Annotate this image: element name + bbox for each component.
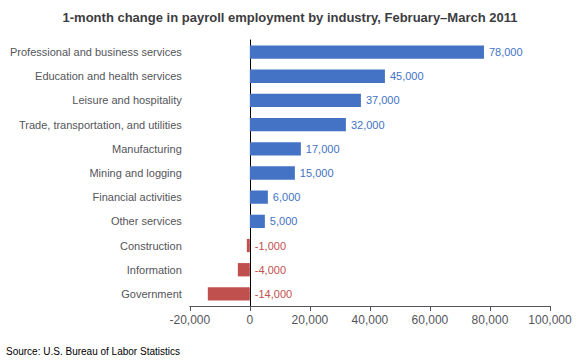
svg-text:40,000: 40,000 — [352, 313, 389, 327]
svg-text:32,000: 32,000 — [351, 119, 385, 131]
svg-text:Trade, transportation, and uti: Trade, transportation, and utilities — [19, 119, 182, 131]
svg-text:Education and health services: Education and health services — [35, 70, 182, 82]
svg-text:37,000: 37,000 — [366, 94, 400, 106]
svg-text:5,000: 5,000 — [270, 215, 298, 227]
svg-text:20,000: 20,000 — [292, 313, 329, 327]
svg-text:Government: Government — [121, 288, 182, 300]
svg-text:Manufacturing: Manufacturing — [112, 143, 182, 155]
svg-text:Financial activities: Financial activities — [93, 191, 183, 203]
svg-text:Leisure and hospitality: Leisure and hospitality — [72, 94, 182, 106]
svg-text:60,000: 60,000 — [412, 313, 449, 327]
svg-text:Construction: Construction — [120, 240, 182, 252]
svg-text:Information: Information — [127, 264, 182, 276]
svg-text:Source: U.S. Bureau of Labor S: Source: U.S. Bureau of Labor Statistics — [6, 346, 180, 357]
svg-text:Professional and business serv: Professional and business services — [10, 46, 182, 58]
svg-text:100,000: 100,000 — [528, 313, 572, 327]
svg-text:-1,000: -1,000 — [255, 240, 286, 252]
svg-text:6,000: 6,000 — [273, 191, 301, 203]
svg-text:Other services: Other services — [111, 215, 182, 227]
svg-text:-20,000: -20,000 — [169, 313, 210, 327]
svg-text:15,000: 15,000 — [300, 167, 334, 179]
svg-text:0: 0 — [246, 313, 253, 327]
svg-text:Mining and logging: Mining and logging — [89, 167, 181, 179]
svg-text:45,000: 45,000 — [390, 70, 424, 82]
svg-text:1-month change in payroll empl: 1-month change in payroll employment by … — [63, 10, 518, 25]
svg-text:-14,000: -14,000 — [255, 288, 292, 300]
svg-text:17,000: 17,000 — [306, 143, 340, 155]
svg-text:78,000: 78,000 — [489, 46, 523, 58]
svg-text:80,000: 80,000 — [472, 313, 509, 327]
svg-text:-4,000: -4,000 — [255, 264, 286, 276]
